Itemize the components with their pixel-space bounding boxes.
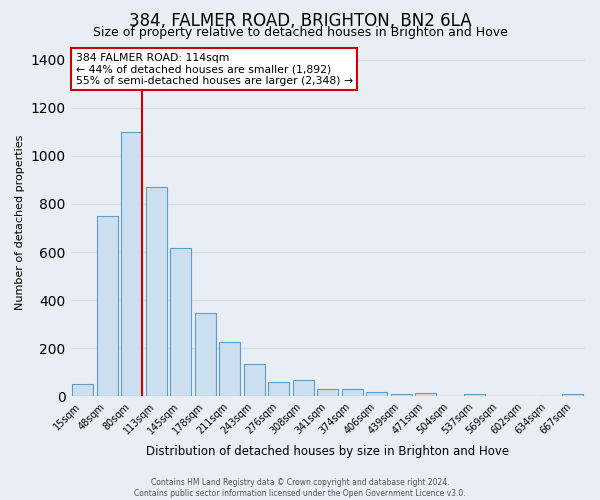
Bar — [244, 364, 265, 396]
Bar — [121, 132, 142, 396]
Bar — [73, 384, 93, 396]
Text: 384 FALMER ROAD: 114sqm
← 44% of detached houses are smaller (1,892)
55% of semi: 384 FALMER ROAD: 114sqm ← 44% of detache… — [76, 52, 353, 86]
Bar — [391, 394, 412, 396]
Bar — [562, 394, 583, 396]
X-axis label: Distribution of detached houses by size in Brighton and Hove: Distribution of detached houses by size … — [146, 444, 509, 458]
Bar — [464, 394, 485, 396]
Bar — [268, 382, 289, 396]
Bar — [220, 342, 240, 396]
Bar — [170, 248, 191, 396]
Bar — [146, 187, 167, 396]
Bar — [367, 392, 387, 396]
Bar — [97, 216, 118, 396]
Text: 384, FALMER ROAD, BRIGHTON, BN2 6LA: 384, FALMER ROAD, BRIGHTON, BN2 6LA — [128, 12, 472, 30]
Bar — [342, 389, 362, 396]
Y-axis label: Number of detached properties: Number of detached properties — [15, 134, 25, 310]
Bar — [415, 393, 436, 396]
Text: Size of property relative to detached houses in Brighton and Hove: Size of property relative to detached ho… — [92, 26, 508, 39]
Bar — [293, 380, 314, 396]
Text: Contains HM Land Registry data © Crown copyright and database right 2024.
Contai: Contains HM Land Registry data © Crown c… — [134, 478, 466, 498]
Bar — [317, 389, 338, 396]
Bar — [195, 314, 215, 396]
